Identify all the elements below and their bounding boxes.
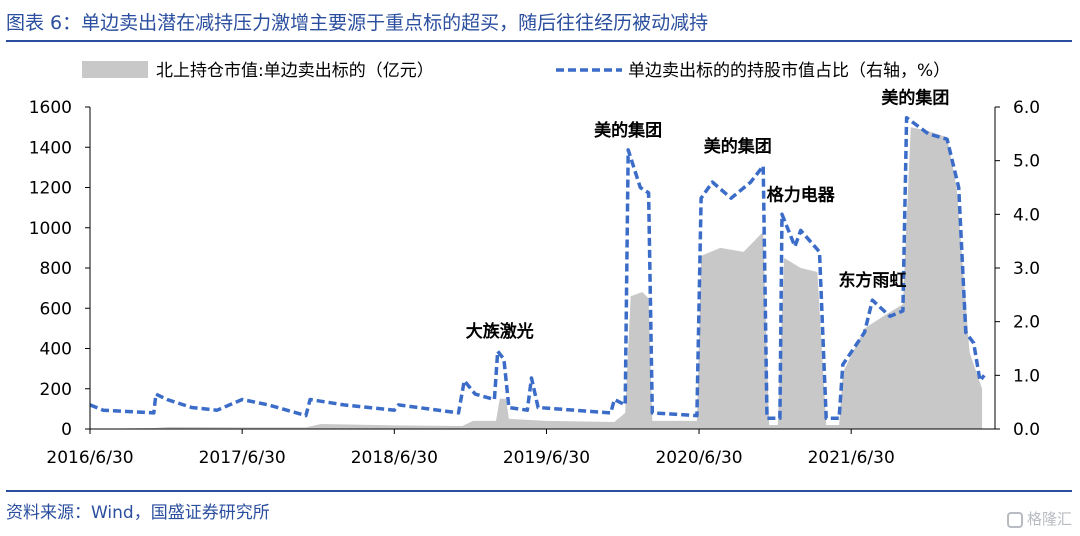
annotation-label: 美的集团 (881, 88, 949, 109)
watermark-text: 格隆汇 (1026, 510, 1072, 528)
y-left-tick-label: 1200 (29, 179, 72, 199)
y-right-tick-label: 0.0 (1013, 420, 1040, 440)
figure-title: 图表 6：单边卖出潜在减持压力激增主要源于重点标的超买，随后往往经历被动减持 (6, 12, 709, 34)
source-rule (6, 490, 1072, 492)
legend-area-swatch (82, 61, 148, 78)
x-tick-label: 2016/6/30 (46, 448, 133, 468)
annotation-label: 美的集团 (704, 136, 772, 157)
annotation-label: 美的集团 (594, 120, 662, 141)
y-right-tick-label: 2.0 (1013, 313, 1040, 333)
y-left-tick-label: 1400 (29, 138, 72, 158)
y-right-tick-label: 1.0 (1013, 366, 1040, 386)
y-left-tick-label: 600 (40, 299, 72, 319)
y-left-tick-label: 0 (61, 420, 72, 440)
annotation-label: 大族激光 (466, 321, 534, 342)
watermark: 格隆汇 (1006, 508, 1072, 529)
y-left-tick-label: 1000 (29, 219, 72, 239)
source-note: 资料来源：Wind，国盛证券研究所 (6, 503, 270, 523)
legend-line-label: 单边卖出标的的持股市值占比（右轴，%） (628, 61, 950, 81)
watermark-logo-icon (1006, 511, 1023, 528)
x-tick-label: 2018/6/30 (351, 448, 438, 468)
y-left-tick-label: 400 (40, 340, 72, 360)
x-tick-label: 2019/6/30 (503, 448, 590, 468)
title-rule (6, 40, 1072, 42)
legend: 北上持仓市值:单边卖出标的（亿元） 单边卖出标的的持股市值占比（右轴，%） (82, 61, 950, 81)
legend-area-label: 北上持仓市值:单边卖出标的（亿元） (156, 61, 434, 81)
annotation-label: 东方雨虹 (838, 270, 906, 291)
line-series (89, 115, 986, 421)
plot-area (89, 115, 986, 429)
y-left-tick-label: 200 (40, 380, 72, 400)
x-tick-label: 2017/6/30 (199, 448, 286, 468)
y-right-tick-label: 5.0 (1013, 152, 1040, 172)
y-left-tick-label: 800 (40, 259, 72, 279)
y-right-tick-label: 4.0 (1013, 205, 1040, 225)
chart: 北上持仓市值:单边卖出标的（亿元） 单边卖出标的的持股市值占比（右轴，%） 0 2… (29, 61, 1040, 468)
x-tick-label: 2021/6/30 (808, 448, 895, 468)
annotation-label: 格力电器 (767, 184, 836, 205)
y-right-tick-label: 6.0 (1013, 98, 1040, 118)
y-left-tick-label: 1600 (29, 98, 72, 118)
axes: 0 200 400 600 800 1000 1200 1400 1600 0.0 1.0 2.0 3.… (29, 98, 1040, 468)
y-right-tick-label: 3.0 (1013, 259, 1040, 279)
x-tick-label: 2020/6/30 (655, 448, 742, 468)
area-series (90, 127, 983, 429)
